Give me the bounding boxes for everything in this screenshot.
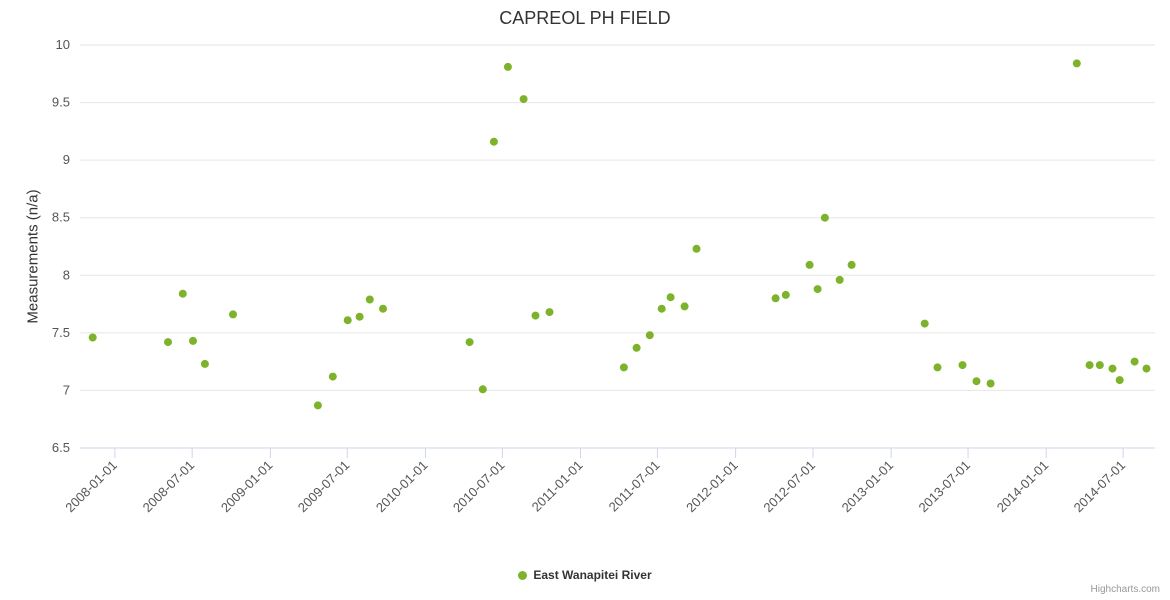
legend: East Wanapitei River <box>0 568 1170 582</box>
y-axis-tick-label: 10 <box>56 37 70 52</box>
data-point[interactable] <box>835 275 844 284</box>
legend-label: East Wanapitei River <box>533 568 652 582</box>
y-axis-tick-label: 6.5 <box>52 440 70 455</box>
x-axis-tick-label: 2009-07-01 <box>295 458 353 516</box>
data-point[interactable] <box>619 363 628 372</box>
data-point[interactable] <box>313 401 322 410</box>
data-point[interactable] <box>88 333 97 342</box>
data-point[interactable] <box>379 304 387 313</box>
data-point[interactable] <box>781 290 790 299</box>
x-axis-tick-label: 2010-01-01 <box>373 458 431 516</box>
data-point[interactable] <box>478 385 487 394</box>
x-axis-tick-label: 2009-01-01 <box>218 458 276 516</box>
data-point[interactable] <box>355 312 364 321</box>
x-axis-tick-label: 2010-07-01 <box>450 458 508 516</box>
data-point[interactable] <box>465 338 474 347</box>
data-point[interactable] <box>343 316 352 325</box>
x-axis-tick-label: 2013-01-01 <box>839 458 897 516</box>
x-axis-tick-label: 2011-07-01 <box>606 458 663 515</box>
y-axis-tick-label: 9 <box>63 152 70 167</box>
y-axis-tick-label: 8.5 <box>52 210 70 225</box>
data-point[interactable] <box>1115 376 1124 385</box>
data-point[interactable] <box>645 331 654 340</box>
legend-item-east-wanapitei-river[interactable]: East Wanapitei River <box>518 568 652 582</box>
data-point[interactable] <box>632 343 641 352</box>
data-point[interactable] <box>1130 357 1139 366</box>
data-point[interactable] <box>164 338 172 347</box>
data-point[interactable] <box>986 379 995 388</box>
data-point[interactable] <box>1085 361 1094 370</box>
data-point[interactable] <box>503 62 512 71</box>
data-point[interactable] <box>229 310 237 319</box>
data-point[interactable] <box>519 95 528 104</box>
chart-title: CAPREOL PH FIELD <box>499 8 671 28</box>
data-point[interactable] <box>1072 59 1081 68</box>
y-axis-tick-label: 9.5 <box>52 95 70 110</box>
x-axis-tick-label: 2012-07-01 <box>760 458 818 516</box>
y-axis-tick-label: 7.5 <box>52 325 70 340</box>
data-point[interactable] <box>805 260 814 269</box>
data-point[interactable] <box>933 363 942 372</box>
data-point[interactable] <box>692 244 701 253</box>
x-axis-tick-label: 2013-07-01 <box>916 458 974 516</box>
data-point[interactable] <box>178 289 187 298</box>
data-point[interactable] <box>666 293 675 302</box>
x-axis-tick-label: 2011-01-01 <box>529 458 586 515</box>
data-point[interactable] <box>958 361 967 370</box>
data-point[interactable] <box>847 260 856 269</box>
data-point[interactable] <box>189 336 197 345</box>
data-point[interactable] <box>531 311 540 320</box>
data-point[interactable] <box>813 285 822 294</box>
x-axis-tick-label: 2014-01-01 <box>994 458 1052 516</box>
data-point[interactable] <box>1142 364 1151 373</box>
x-axis-tick-label: 2014-07-01 <box>1071 458 1129 516</box>
y-axis-tick-label: 8 <box>63 267 70 282</box>
data-point[interactable] <box>545 308 554 317</box>
data-point[interactable] <box>1095 361 1104 370</box>
credits-link[interactable]: Highcharts.com <box>1090 584 1160 595</box>
data-point[interactable] <box>680 302 689 311</box>
data-point[interactable] <box>972 377 981 386</box>
x-axis-tick-label: 2008-01-01 <box>62 458 120 516</box>
data-point[interactable] <box>657 304 666 313</box>
data-point[interactable] <box>1108 364 1117 373</box>
x-axis-tick-label: 2012-01-01 <box>683 458 741 516</box>
data-point[interactable] <box>365 295 374 304</box>
x-axis-tick-label: 2008-07-01 <box>140 458 198 516</box>
y-axis-tick-label: 7 <box>63 382 70 397</box>
data-point[interactable] <box>200 359 209 368</box>
data-point[interactable] <box>489 137 498 146</box>
data-point[interactable] <box>920 319 929 328</box>
legend-marker-icon <box>518 570 528 580</box>
data-point[interactable] <box>771 294 780 303</box>
data-point[interactable] <box>328 372 337 381</box>
data-point[interactable] <box>820 213 829 222</box>
